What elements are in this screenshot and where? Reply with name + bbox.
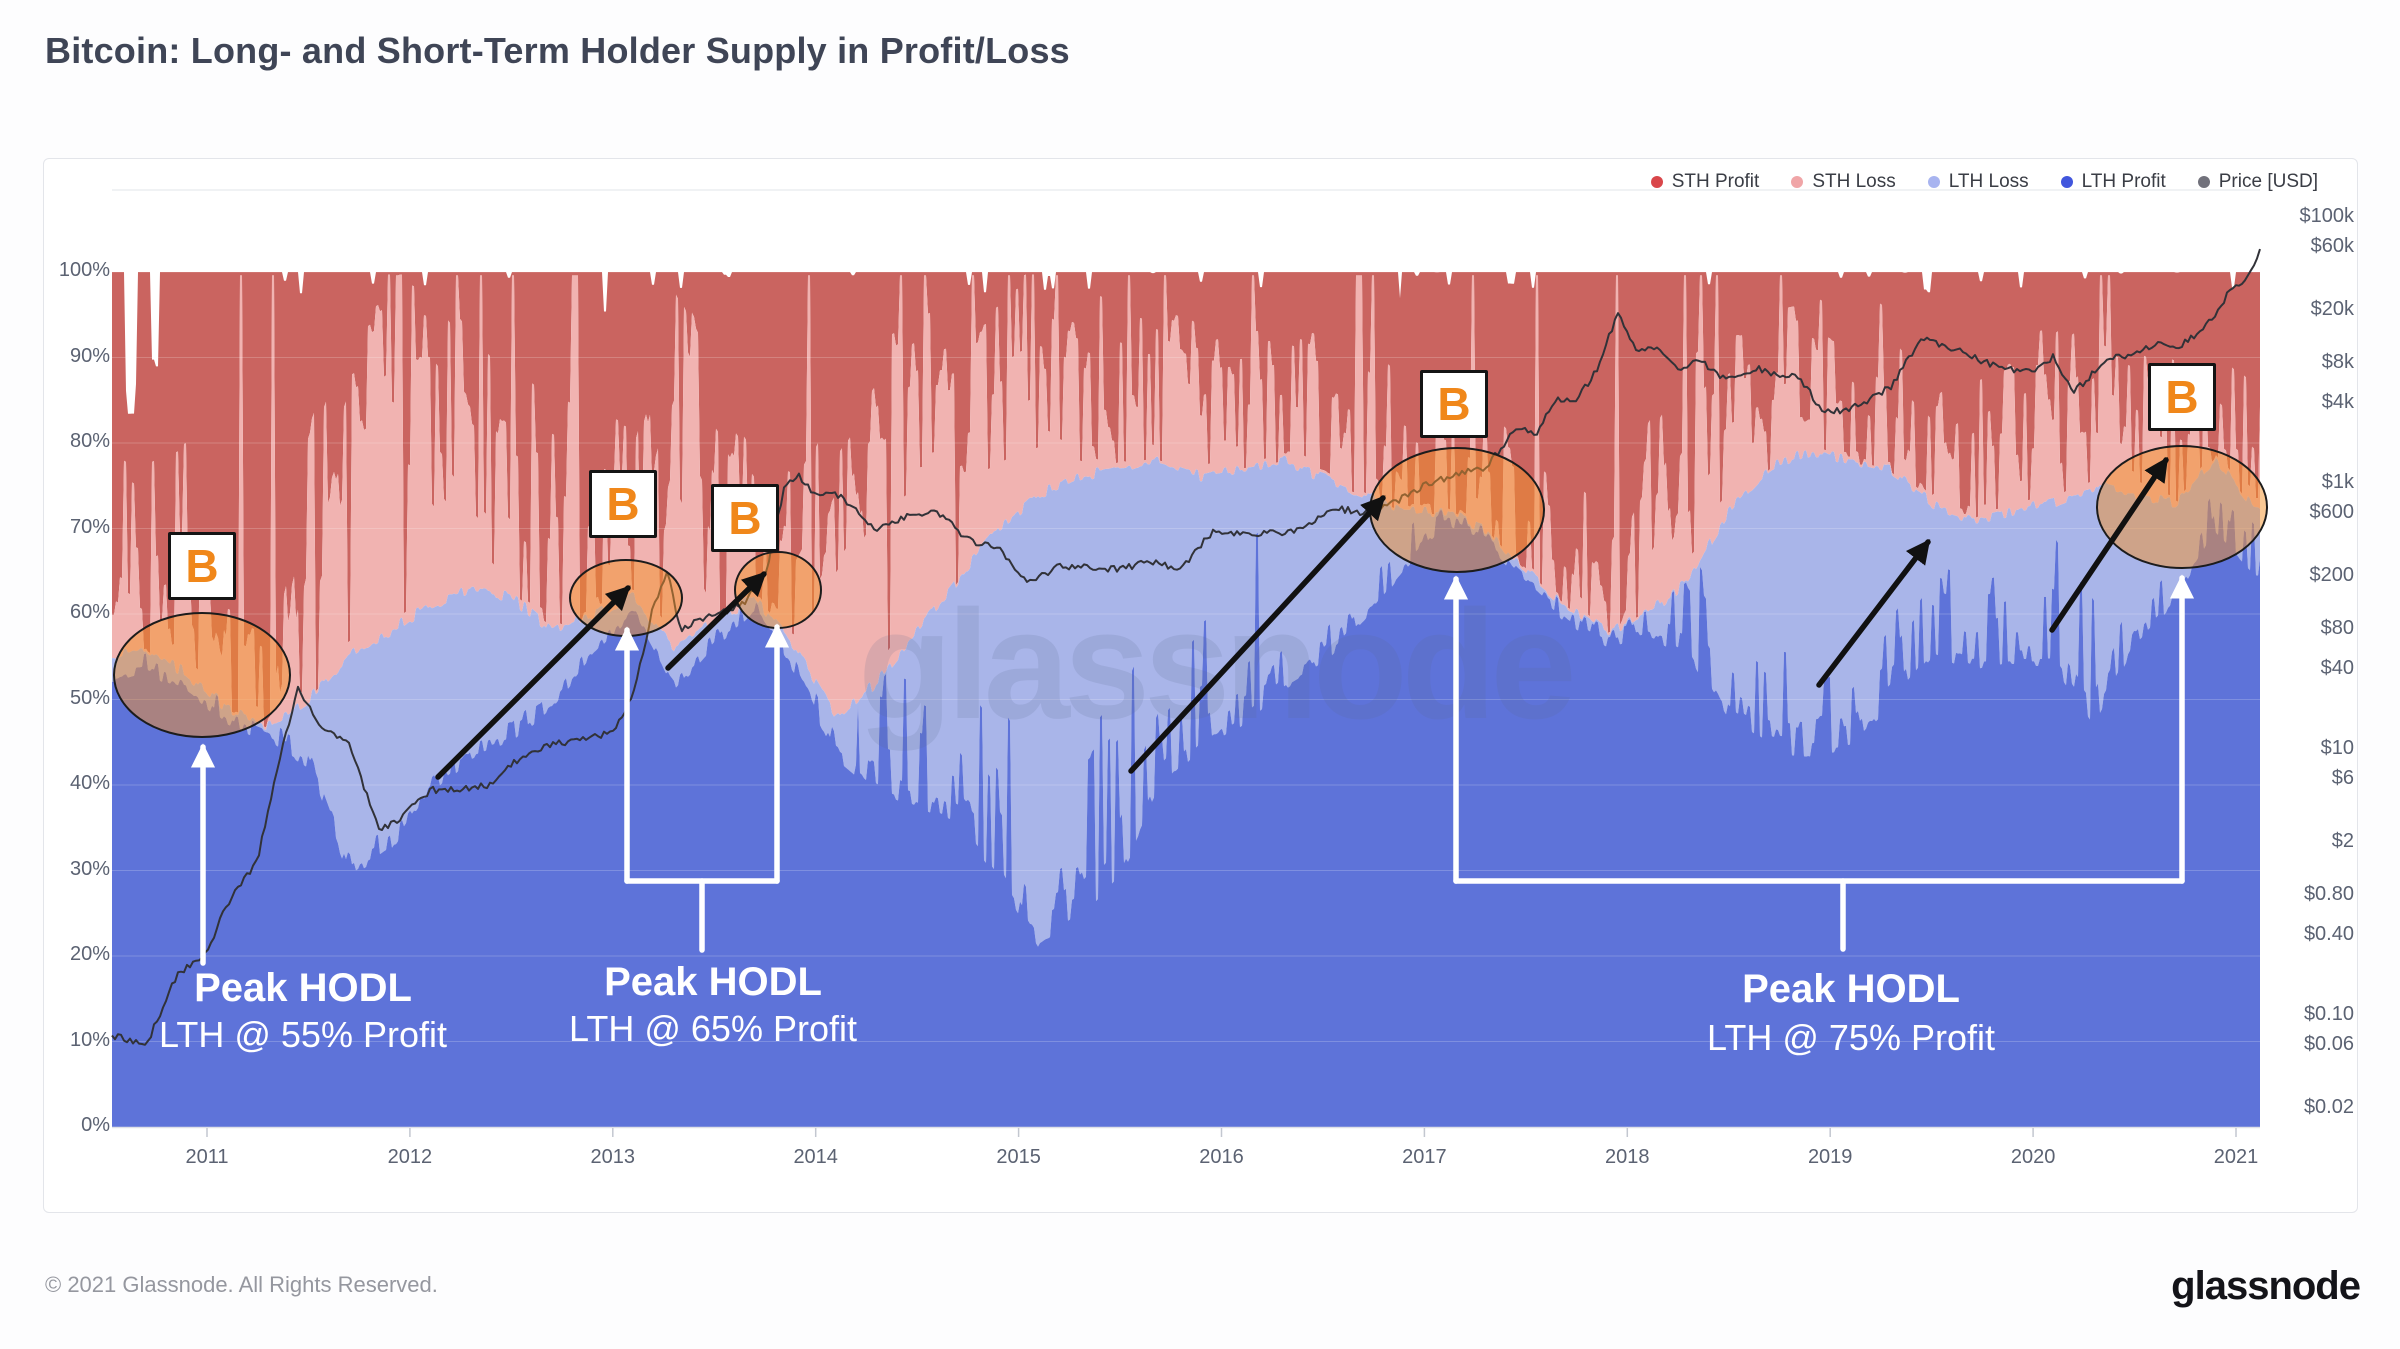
x-year-label-2014: 2014 <box>793 1146 838 1168</box>
peak-hodl-title-3: Peak HODL <box>1742 967 1960 1011</box>
legend-label: LTH Profit <box>2081 171 2166 192</box>
y-right-label-8000: $8k <box>2321 350 2354 373</box>
legend-label: STH Profit <box>1671 171 1760 192</box>
legend-dot-icon <box>2060 176 2073 188</box>
legend-label: STH Loss <box>1812 171 1896 192</box>
glassnode-logo: glassnode <box>2171 1264 2361 1308</box>
y-left-label-10: 10% <box>69 1028 110 1051</box>
y-right-label-0.8: $0.80 <box>2303 882 2354 905</box>
y-left-label-60: 60% <box>69 601 110 623</box>
legend-item-price-usd-[interactable]: Price [USD] <box>2197 171 2318 193</box>
y-right-label-0.4: $0.40 <box>2303 922 2354 945</box>
x-year-label-2012: 2012 <box>387 1146 433 1168</box>
legend: STH Profit STH Loss LTH Loss LTH Profit Pric… <box>1650 171 2318 193</box>
legend-dot-icon <box>1791 176 1804 188</box>
chart-title: Bitcoin: Long- and Short-Term Holder Sup… <box>45 30 1070 71</box>
y-left-label-20: 20% <box>69 943 110 965</box>
x-year-label-2017: 2017 <box>1402 1146 1447 1168</box>
b-marker-3: B <box>711 484 779 552</box>
y-left-label-50: 50% <box>69 686 110 709</box>
x-year-label-2016: 2016 <box>1199 1146 1244 1168</box>
x-year-label-2021: 2021 <box>2213 1146 2259 1168</box>
b-marker-4: B <box>1420 370 1488 438</box>
legend-dot-icon <box>2197 176 2210 188</box>
legend-item-sth-profit[interactable]: STH Profit <box>1650 171 1760 193</box>
y-left-label-0: 0% <box>81 1114 110 1136</box>
y-right-label-80: $80 <box>2320 616 2354 639</box>
x-year-label-2018: 2018 <box>1605 1146 1650 1168</box>
y-left-label-30: 30% <box>69 857 110 880</box>
y-left-label-100: 100% <box>58 259 110 281</box>
b-marker-1: B <box>168 532 236 600</box>
peak-hodl-title-1: Peak HODL <box>194 966 412 1010</box>
x-year-label-2020: 2020 <box>2010 1146 2056 1168</box>
legend-item-sth-loss[interactable]: STH Loss <box>1791 171 1896 193</box>
legend-item-lth-loss[interactable]: LTH Loss <box>1927 171 2029 193</box>
x-year-label-2015: 2015 <box>996 1146 1041 1168</box>
y-right-label-1000: $1k <box>2321 471 2354 493</box>
peak-hodl-subtitle-2: LTH @ 65% Profit <box>569 1008 857 1049</box>
x-year-label-2019: 2019 <box>1807 1146 1853 1168</box>
b-marker-5: B <box>2148 363 2216 431</box>
legend-dot-icon <box>1927 176 1940 188</box>
y-left-label-90: 90% <box>69 344 110 367</box>
y-right-label-0.02: $0.02 <box>2303 1095 2354 1118</box>
y-left-label-40: 40% <box>69 772 110 794</box>
y-left-label-80: 80% <box>69 430 110 452</box>
peak-hodl-title-2: Peak HODL <box>604 960 822 1004</box>
y-right-label-4000: $4k <box>2321 390 2354 413</box>
y-right-label-0.06: $0.06 <box>2303 1032 2354 1055</box>
y-right-label-2: $2 <box>2331 829 2354 852</box>
y-right-label-40: $40 <box>2320 656 2354 679</box>
legend-label: Price [USD] <box>2218 171 2318 192</box>
y-left-label-70: 70% <box>69 515 110 538</box>
copyright-text: © 2021 Glassnode. All Rights Reserved. <box>45 1272 438 1297</box>
y-right-label-200: $200 <box>2309 563 2355 586</box>
y-right-label-60000: $60k <box>2310 234 2354 257</box>
x-year-label-2011: 2011 <box>185 1146 229 1168</box>
legend-item-lth-profit[interactable]: LTH Profit <box>2060 171 2166 193</box>
y-right-label-0.1: $0.10 <box>2303 1003 2354 1025</box>
peak-hodl-subtitle-3: LTH @ 75% Profit <box>1707 1017 1995 1058</box>
y-right-label-6: $6 <box>2331 766 2354 789</box>
y-right-label-600: $600 <box>2309 500 2355 523</box>
peak-hodl-subtitle-1: LTH @ 55% Profit <box>159 1014 447 1055</box>
y-right-label-10: $10 <box>2320 737 2354 759</box>
b-marker-2: B <box>589 470 657 538</box>
y-right-label-20000: $20k <box>2310 297 2354 320</box>
legend-label: LTH Loss <box>1948 171 2029 192</box>
x-year-label-2013: 2013 <box>590 1146 636 1168</box>
legend-dot-icon <box>1650 176 1663 188</box>
y-right-label-100000: $100k <box>2299 205 2355 227</box>
